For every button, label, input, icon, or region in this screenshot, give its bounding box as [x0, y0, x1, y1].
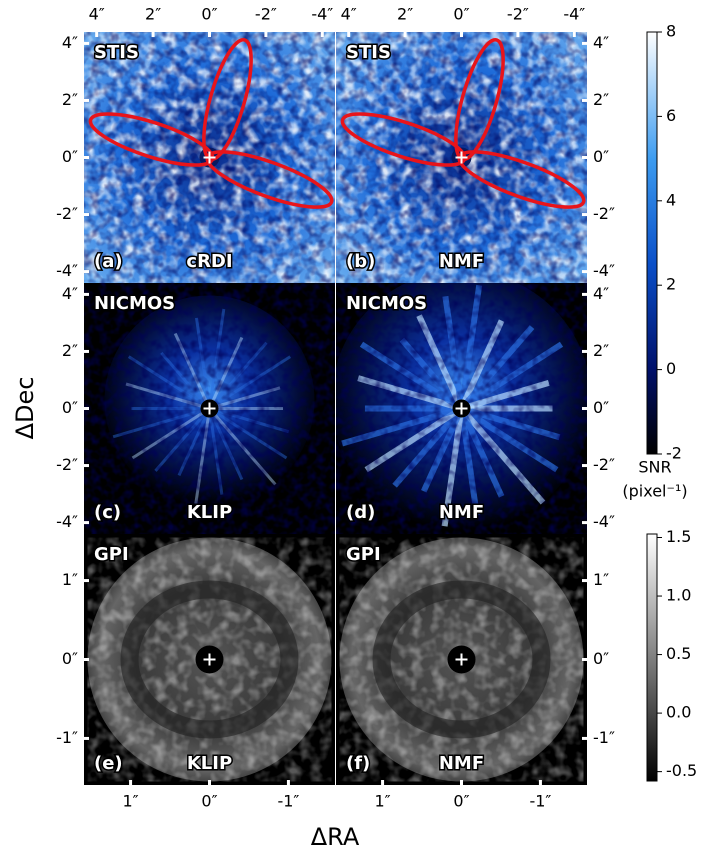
y-tick-label: -1″	[593, 728, 615, 747]
ellipse-overlay	[340, 112, 467, 167]
y-tick-label: -4″	[593, 512, 615, 531]
y-tick-label: 4″	[62, 33, 78, 52]
colorbar-tick-label: -0.5	[666, 761, 697, 780]
x-tick-label: 1″	[122, 792, 138, 811]
y-tick-label: -2″	[56, 204, 78, 223]
y-tick-label: 2″	[593, 90, 609, 109]
panel	[84, 534, 335, 785]
panel-letter: (d)	[346, 502, 375, 523]
panel-letter: (e)	[94, 753, 123, 774]
y-tick-label: 2″	[593, 341, 609, 360]
star-marker	[203, 653, 216, 666]
panel-letter: (b)	[346, 251, 375, 272]
panel	[84, 32, 335, 283]
panel-method: NMF	[439, 251, 484, 272]
colorbar-tick-label: 2	[666, 275, 676, 294]
panel-instrument: NICMOS	[346, 293, 427, 314]
x-tick-label: -2″	[255, 5, 277, 24]
panel-method: KLIP	[187, 502, 232, 523]
panel	[336, 32, 587, 283]
panel-letter: (c)	[94, 502, 121, 523]
y-tick-label: -4″	[56, 261, 78, 280]
ellipse-overlay	[88, 112, 215, 167]
colorbar-label: (pixel⁻¹)	[622, 482, 687, 501]
colorbar-tick-label: 4	[666, 190, 676, 209]
y-tick-label: 0″	[62, 398, 78, 417]
y-tick-label: -2″	[593, 204, 615, 223]
x-tick-label: 0″	[201, 5, 217, 24]
panel-letter: (a)	[94, 251, 123, 272]
y-tick-label: 2″	[62, 90, 78, 109]
panel-method: NMF	[439, 753, 484, 774]
x-tick-label: -4″	[563, 5, 585, 24]
y-tick-label: 2″	[62, 341, 78, 360]
y-tick-label: 0″	[62, 649, 78, 668]
colorbar-tick-label: 1.0	[666, 586, 691, 605]
y-tick-label: 0″	[593, 398, 609, 417]
x-tick-label: 0″	[453, 792, 469, 811]
panel-instrument: GPI	[346, 544, 381, 565]
colorbar-label: SNR	[638, 458, 671, 477]
panel	[336, 534, 587, 785]
y-tick-label: 1″	[62, 570, 78, 589]
y-tick-label: -4″	[56, 512, 78, 531]
x-tick-label: 0″	[201, 792, 217, 811]
panel-method: cRDI	[186, 251, 232, 272]
colorbar-tick-label: -2	[666, 444, 682, 463]
y-tick-label: 0″	[593, 147, 609, 166]
star-marker	[203, 402, 216, 415]
y-tick-label: 4″	[62, 284, 78, 303]
panel-method: KLIP	[187, 753, 232, 774]
ring	[120, 580, 299, 739]
colorbar	[646, 31, 658, 455]
x-tick-label: -2″	[507, 5, 529, 24]
ring	[372, 580, 551, 739]
star-marker	[455, 402, 468, 415]
y-axis-label: ΔDec	[11, 377, 39, 440]
colorbar-tick-label: 6	[666, 106, 676, 125]
colorbar-tick-label: 8	[666, 22, 676, 41]
x-tick-label: -1″	[277, 792, 299, 811]
panel-instrument: STIS	[94, 42, 139, 63]
x-tick-label: 4″	[89, 5, 105, 24]
x-axis-label: ΔRA	[311, 823, 360, 851]
star-marker	[455, 653, 468, 666]
colorbar-tick-label: 0.5	[666, 644, 691, 663]
x-tick-label: 1″	[374, 792, 390, 811]
colorbar	[646, 533, 658, 782]
panel-instrument: GPI	[94, 544, 129, 565]
y-tick-label: -1″	[56, 728, 78, 747]
star-marker	[455, 151, 468, 164]
y-tick-label: 1″	[593, 570, 609, 589]
panel	[336, 283, 587, 534]
x-tick-label: 0″	[453, 5, 469, 24]
y-tick-label: -4″	[593, 261, 615, 280]
colorbar-tick-label: 0	[666, 359, 676, 378]
x-tick-label: -1″	[529, 792, 551, 811]
panel	[84, 283, 335, 534]
y-tick-label: 4″	[593, 284, 609, 303]
x-tick-label: 2″	[397, 5, 413, 24]
colorbar-tick-label: 0.0	[666, 703, 691, 722]
x-tick-label: -4″	[311, 5, 333, 24]
x-tick-label: 2″	[145, 5, 161, 24]
y-tick-label: 0″	[62, 147, 78, 166]
y-tick-label: -2″	[593, 455, 615, 474]
panel-method: NMF	[439, 502, 484, 523]
y-tick-label: -2″	[56, 455, 78, 474]
panel-letter: (f)	[346, 753, 370, 774]
panel-instrument: STIS	[346, 42, 391, 63]
y-tick-label: 4″	[593, 33, 609, 52]
colorbar-tick-label: 1.5	[666, 527, 691, 546]
panel-instrument: NICMOS	[94, 293, 175, 314]
x-tick-label: 4″	[341, 5, 357, 24]
star-marker	[203, 151, 216, 164]
y-tick-label: 0″	[593, 649, 609, 668]
